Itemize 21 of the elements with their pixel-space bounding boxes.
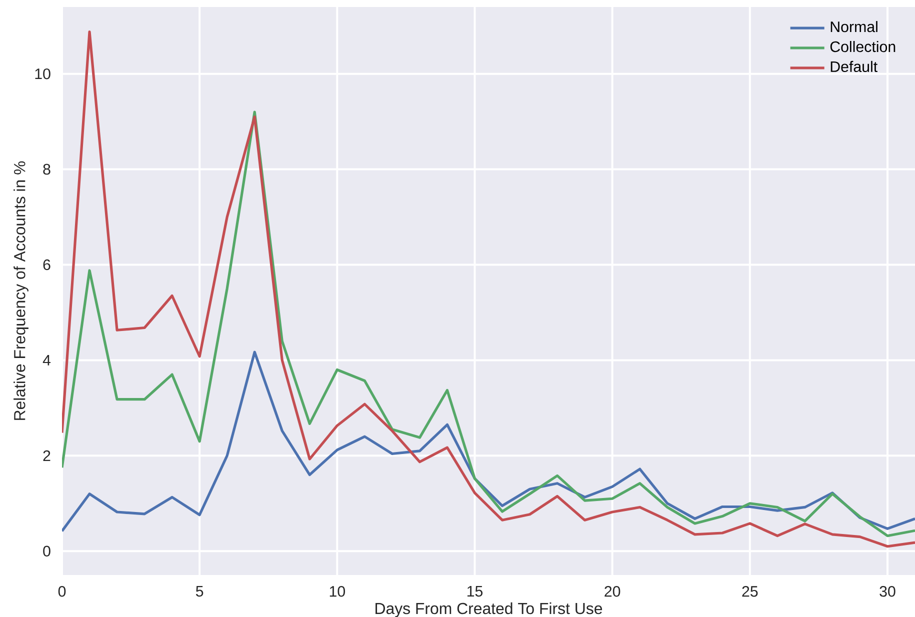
y-tick-label: 8	[43, 164, 50, 175]
line-series	[62, 110, 915, 538]
x-tick-label: 5	[196, 586, 204, 597]
y-tick-label: 4	[42, 354, 51, 366]
x-tick-label: 10	[330, 586, 346, 597]
y-tick-label: 2	[43, 450, 50, 461]
line-series	[62, 350, 915, 532]
x-tick-label: 30	[880, 586, 896, 597]
x-axis-title: Days From Created To First Use	[376, 602, 602, 617]
legend-label: Normal	[830, 21, 878, 32]
y-tick-label: 0	[43, 546, 50, 557]
line-series	[62, 30, 915, 548]
x-tick-label: 25	[742, 586, 758, 597]
x-tick-label: 15	[467, 586, 483, 597]
legend-label: Collection	[830, 40, 896, 52]
y-axis-title: Relative Frequency of Accounts in %	[14, 161, 28, 420]
y-tick-label: 10	[35, 68, 50, 80]
x-tick-label: 0	[58, 586, 66, 597]
legend-label: Default	[830, 60, 878, 72]
y-tick-label: 6	[43, 259, 50, 270]
x-tick-label: 20	[604, 586, 620, 597]
